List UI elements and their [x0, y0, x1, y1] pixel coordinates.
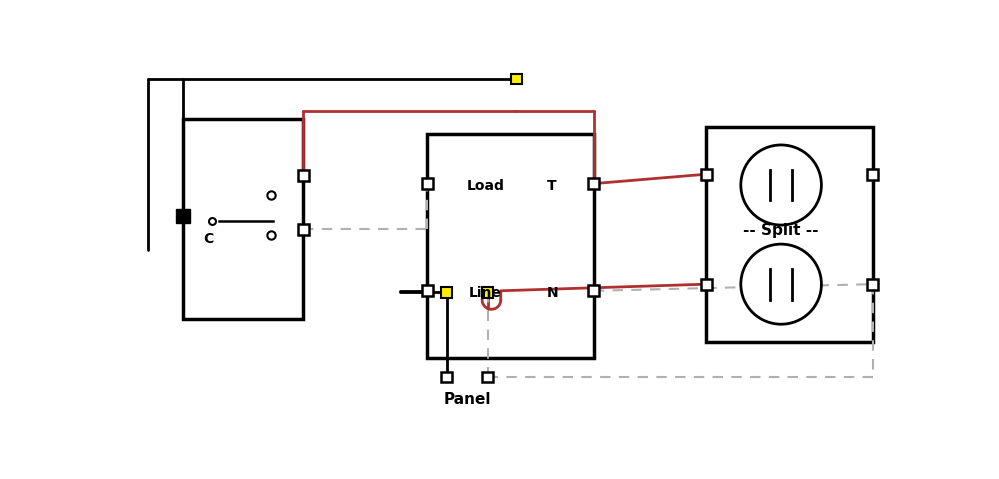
Circle shape	[741, 244, 821, 324]
Bar	[422, 178, 433, 189]
Bar	[422, 285, 433, 296]
Bar	[183, 119, 303, 319]
Bar	[483, 287, 493, 298]
Bar	[298, 170, 309, 181]
Text: -- Split --: -- Split --	[743, 223, 819, 238]
Bar	[298, 224, 309, 235]
Circle shape	[741, 145, 821, 225]
Text: Line: Line	[469, 286, 501, 300]
Bar	[588, 285, 599, 296]
Bar	[428, 135, 593, 358]
Bar	[867, 169, 878, 180]
Text: Load: Load	[467, 179, 504, 194]
Bar	[588, 178, 599, 189]
Bar	[510, 74, 521, 84]
Text: N: N	[546, 286, 557, 300]
Bar	[700, 279, 711, 290]
Bar	[700, 169, 711, 180]
Bar	[442, 372, 452, 382]
Bar	[706, 127, 873, 342]
Bar	[442, 287, 452, 298]
Text: T: T	[547, 179, 556, 194]
Bar	[483, 372, 493, 382]
Bar	[176, 209, 190, 223]
Text: C: C	[204, 232, 214, 246]
Bar	[867, 279, 878, 290]
Text: Panel: Panel	[444, 392, 491, 407]
